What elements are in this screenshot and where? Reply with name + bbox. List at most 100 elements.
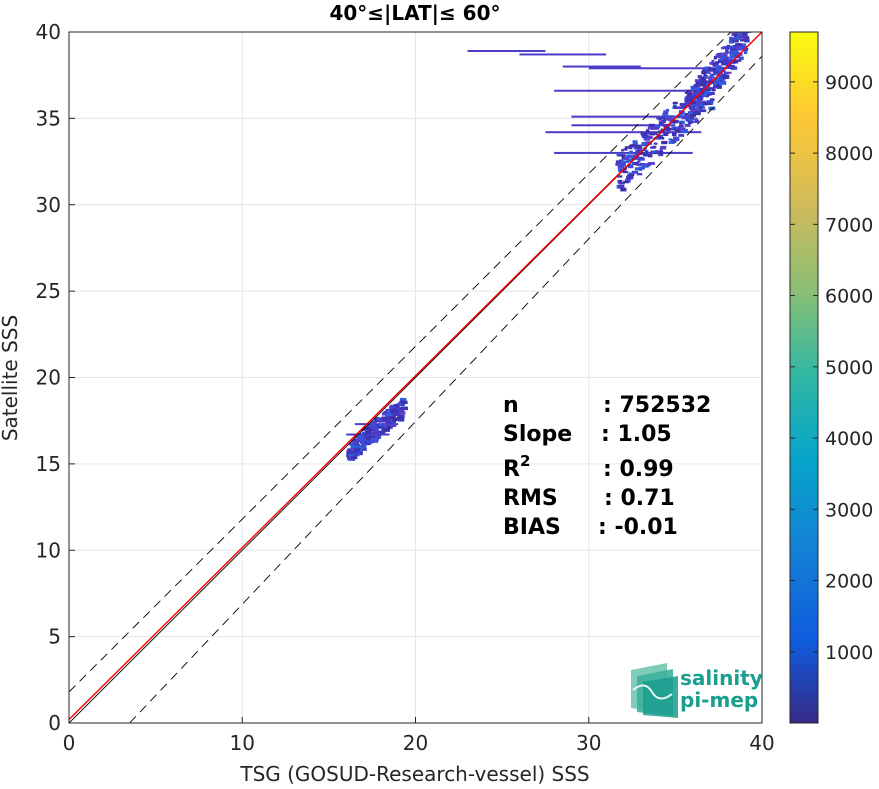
- stat-rms-label: RMS: [503, 486, 558, 511]
- density-cell: [689, 101, 697, 105]
- density-cell: [716, 67, 722, 72]
- density-cell: [398, 407, 404, 412]
- density-cell: [630, 144, 636, 148]
- density-cell: [616, 152, 620, 157]
- stat-bias-value: : -0.01: [598, 515, 678, 540]
- density-cell: [733, 40, 738, 43]
- density-cell: [660, 145, 667, 150]
- density-cell: [698, 96, 704, 100]
- density-cell: [624, 178, 630, 183]
- colorbar-tick-label: 1000: [825, 642, 873, 664]
- density-cell: [393, 405, 398, 408]
- density-cell: [705, 94, 709, 98]
- density-cell: [389, 406, 393, 411]
- density-cell: [392, 419, 397, 423]
- density-cell: [372, 438, 377, 442]
- density-cell: [690, 85, 694, 89]
- density-cell: [656, 134, 661, 138]
- density-cell: [644, 150, 649, 153]
- density-cell: [660, 128, 665, 131]
- density-cell: [650, 126, 657, 130]
- density-cell: [348, 442, 354, 446]
- density-cell: [728, 40, 734, 44]
- density-cell: [713, 70, 720, 74]
- colorbar: [789, 31, 819, 724]
- density-cell: [618, 184, 625, 189]
- density-cell: [646, 163, 651, 167]
- density-cell: [350, 447, 354, 452]
- y-tick-label: 5: [48, 625, 61, 649]
- density-cell: [372, 431, 377, 434]
- density-cell: [633, 154, 640, 158]
- density-cell: [618, 154, 626, 157]
- y-tick-label: 10: [36, 538, 61, 562]
- density-cell: [740, 38, 746, 42]
- line-regression: [69, 32, 762, 721]
- density-cell: [638, 166, 645, 170]
- density-cell: [699, 76, 705, 80]
- density-cell: [704, 88, 711, 91]
- density-cell: [393, 411, 399, 414]
- density-cell: [725, 71, 732, 74]
- density-cell: [743, 32, 750, 34]
- density-cell: [674, 129, 681, 132]
- density-cell: [727, 45, 735, 48]
- streak: [571, 124, 676, 127]
- density-cell: [729, 56, 735, 59]
- density-cell: [698, 83, 705, 87]
- density-cell: [648, 125, 655, 128]
- streak: [588, 67, 728, 70]
- density-cell: [401, 406, 408, 411]
- density-cell: [618, 182, 625, 185]
- density-cell: [686, 98, 690, 102]
- density-cell: [658, 136, 665, 140]
- y-tick-label: 20: [36, 366, 61, 390]
- x-tick-label: 0: [63, 731, 76, 755]
- density-cell: [699, 87, 705, 92]
- density-cell: [648, 154, 653, 158]
- logo-line1: salinity: [680, 666, 763, 690]
- density-cell: [680, 120, 685, 125]
- density-cell: [637, 160, 641, 163]
- y-tick-label: 15: [36, 452, 61, 476]
- density-cell: [629, 174, 634, 177]
- density-cell: [726, 58, 734, 62]
- density-cell: [703, 72, 707, 77]
- density-cell: [384, 416, 390, 420]
- density-cell: [704, 80, 711, 83]
- x-axis: 0 10 20 30 40: [63, 717, 775, 755]
- density-cell: [383, 428, 390, 432]
- density-cell: [353, 450, 358, 454]
- density-cell: [394, 417, 398, 422]
- density-cell: [695, 111, 701, 116]
- density-cell: [636, 144, 642, 149]
- density-cell: [689, 112, 693, 115]
- density-cell: [685, 95, 690, 99]
- density-cell: [689, 96, 696, 100]
- logo-mark-icon: [631, 663, 678, 718]
- density-cell: [742, 22, 747, 26]
- density-cell: [686, 89, 692, 94]
- density-cell: [711, 59, 715, 63]
- density-cell: [621, 160, 629, 164]
- density-cell: [685, 117, 690, 120]
- density-cell: [715, 54, 719, 58]
- density-cell: [695, 81, 701, 85]
- density-cell: [706, 93, 712, 96]
- density-cell: [372, 428, 379, 431]
- density-cell: [638, 157, 645, 161]
- x-tick-label: 40: [749, 731, 774, 755]
- data-density: [346, 22, 752, 461]
- density-cell: [739, 33, 745, 37]
- density-cell: [352, 445, 359, 449]
- density-cell: [388, 416, 394, 419]
- density-cell: [672, 127, 677, 130]
- density-cell: [734, 59, 742, 62]
- density-cell: [636, 172, 643, 176]
- density-cell: [708, 77, 713, 81]
- y-tick-label: 0: [48, 711, 61, 735]
- density-cell: [717, 79, 724, 82]
- density-cell: [617, 168, 622, 172]
- density-cell: [623, 180, 630, 184]
